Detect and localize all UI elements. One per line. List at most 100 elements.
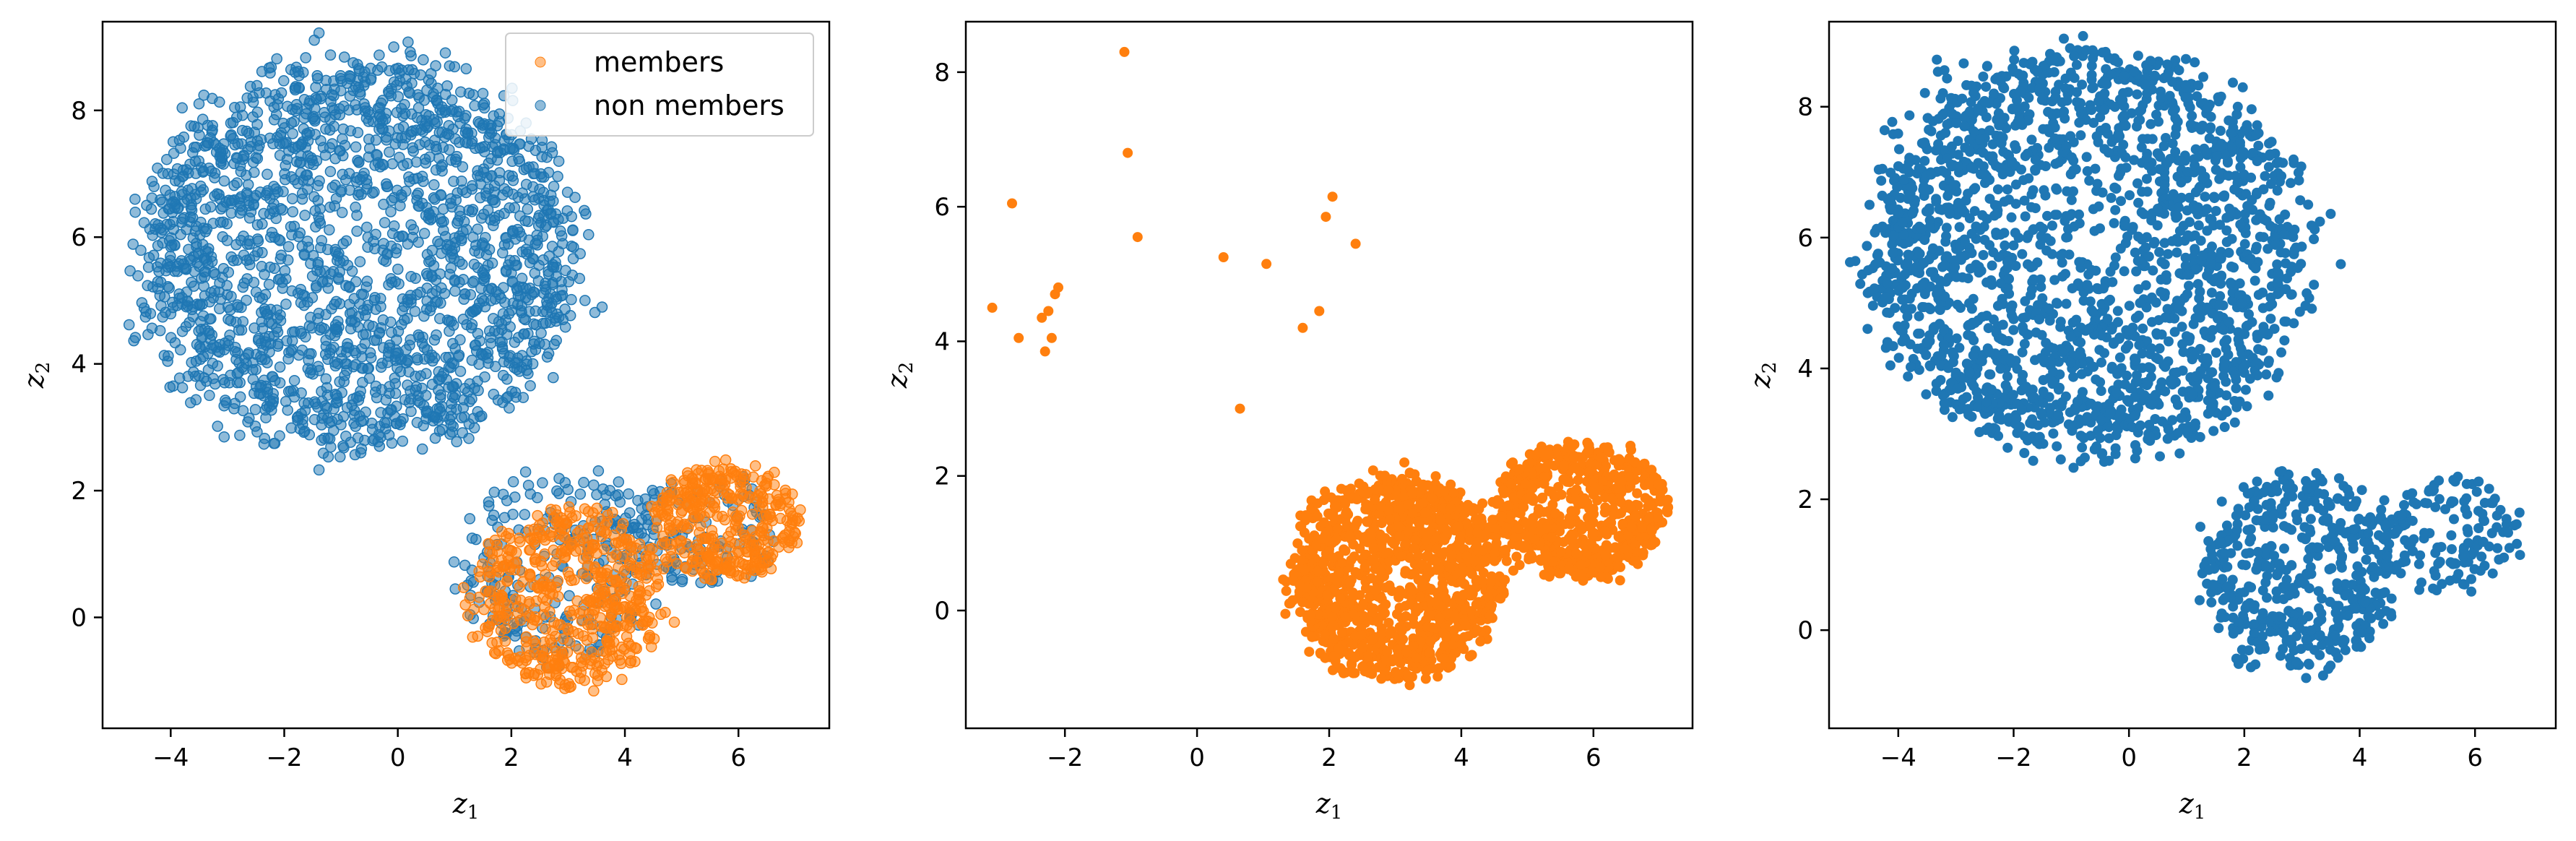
scatter-point: [406, 64, 418, 76]
scatter-point: [535, 678, 547, 690]
scatter-point: [303, 320, 316, 332]
scatter-point: [390, 348, 402, 359]
scatter-point: [360, 173, 372, 186]
scatter-point: [482, 626, 493, 637]
scatter-point: [651, 514, 663, 525]
scatter-point: [1596, 572, 1607, 582]
scatter-point: [238, 249, 250, 261]
scatter-point: [737, 488, 749, 501]
scatter-point: [498, 282, 509, 293]
scatter-point: [1412, 603, 1423, 613]
scatter-point: [545, 526, 557, 538]
scatter-point: [288, 326, 301, 338]
scatter-point: [214, 142, 225, 155]
scatter-point: [438, 410, 450, 422]
scatter-point: [1595, 562, 1606, 573]
scatter-point: [725, 463, 737, 475]
scatter-point: [1479, 556, 1490, 567]
scatter-point: [623, 488, 634, 500]
scatter-point: [287, 206, 299, 217]
scatter-point: [470, 304, 481, 316]
scatter-point: [1425, 636, 1436, 647]
scatter-point: [243, 127, 255, 139]
scatter-point: [311, 70, 323, 82]
scatter-point: [679, 488, 691, 499]
scatter-point: [1403, 499, 1414, 510]
scatter-point: [1327, 552, 1338, 563]
scatter-point: [1570, 494, 1581, 505]
scatter-point: [299, 210, 311, 221]
scatter-point: [553, 155, 565, 167]
scatter-point: [545, 504, 557, 515]
scatter-point: [233, 324, 245, 336]
scatter-point: [472, 384, 484, 397]
scatter-point: [534, 582, 545, 593]
scatter-point: [243, 212, 256, 224]
scatter-point: [1435, 515, 1446, 526]
scatter-point: [740, 469, 751, 480]
scatter-point: [576, 657, 587, 668]
scatter-point: [534, 184, 545, 195]
scatter-point: [396, 191, 407, 203]
scatter-point: [559, 683, 571, 694]
scatter-point: [317, 447, 329, 460]
scatter-point: [410, 156, 423, 168]
scatter-point: [529, 168, 541, 179]
scatter-point: [787, 530, 800, 543]
scatter-point: [552, 171, 563, 182]
x-tick-label: 0: [390, 743, 406, 772]
scatter-point: [272, 340, 284, 352]
scatter-point: [248, 322, 260, 334]
scatter-point: [519, 314, 532, 326]
scatter-point: [1440, 486, 1450, 496]
y-tick-label: 6: [71, 223, 87, 252]
scatter-point: [598, 543, 610, 555]
scatter-point: [198, 252, 210, 264]
scatter-point: [712, 486, 723, 499]
scatter-point: [470, 345, 483, 357]
scatter-point: [1407, 508, 1418, 519]
scatter-point: [404, 176, 415, 187]
scatter-point: [1331, 534, 1341, 545]
scatter-point: [749, 548, 761, 560]
scatter-point: [341, 402, 353, 413]
scatter-point: [662, 504, 674, 517]
scatter-point: [328, 342, 340, 353]
scatter-point: [129, 332, 142, 343]
scatter-point: [242, 348, 254, 361]
scatter-point: [1461, 551, 1472, 562]
scatter-point: [260, 412, 272, 423]
scatter-point: [1427, 622, 1438, 633]
scatter-point: [1454, 533, 1465, 544]
scatter-point: [352, 59, 363, 70]
scatter-point: [597, 483, 609, 495]
scatter-point: [352, 126, 364, 139]
scatter-point: [410, 370, 421, 382]
scatter-point: [324, 113, 336, 126]
scatter-point: [311, 264, 323, 277]
scatter-point: [1472, 527, 1482, 538]
scatter-point: [760, 509, 772, 522]
scatter-point: [438, 288, 451, 299]
scatter-point: [385, 316, 397, 328]
scatter-point: [545, 207, 557, 219]
scatter-point: [344, 90, 356, 102]
scatter-point: [365, 352, 377, 363]
scatter-point: [1360, 504, 1371, 514]
scatter-point: [1556, 489, 1567, 500]
scatter-point: [1400, 566, 1411, 577]
scatter-point: [361, 275, 373, 288]
scatter-point: [429, 432, 441, 444]
scatter-point: [168, 216, 179, 228]
scatter-point: [503, 544, 514, 556]
scatter-point: [435, 189, 446, 201]
scatter-point: [530, 305, 542, 317]
scatter-point: [383, 87, 395, 99]
scatter-point: [185, 120, 197, 132]
scatter-point: [172, 265, 183, 277]
scatter-point: [520, 631, 532, 643]
scatter-point: [577, 630, 589, 642]
scatter-point: [1328, 512, 1339, 523]
scatter-point: [167, 136, 179, 147]
scatter-point: [749, 460, 761, 472]
